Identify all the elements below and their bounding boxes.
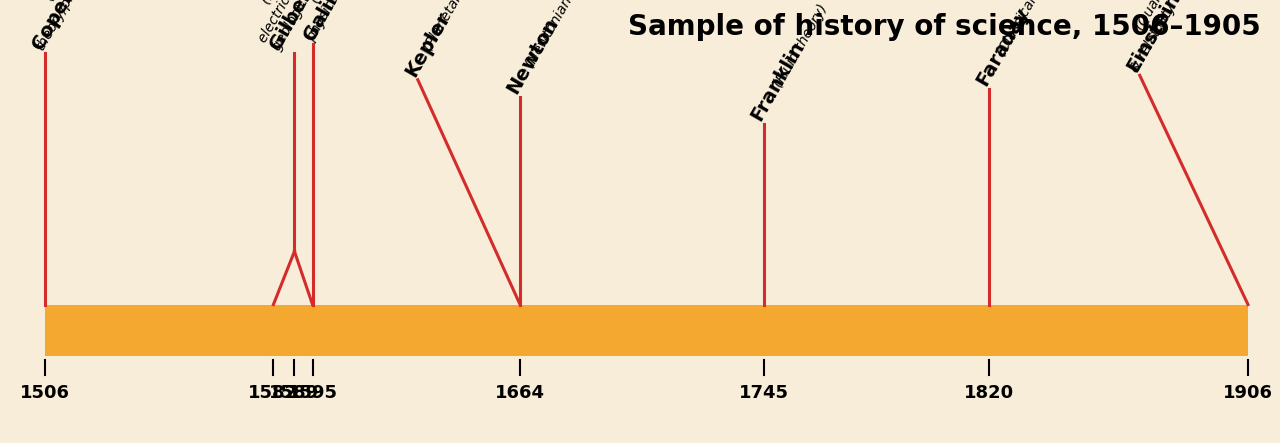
Text: (Newtonian physics): (Newtonian physics): [508, 0, 605, 97]
Text: (Heliocentric
theory/physics): (Heliocentric theory/physics): [19, 0, 113, 53]
Text: (Planetary motions): (Planetary motions): [406, 0, 502, 80]
Text: Galileo: Galileo: [300, 0, 355, 44]
Text: 1506: 1506: [19, 384, 70, 402]
Text: 1595: 1595: [288, 384, 338, 402]
Text: Newton: Newton: [503, 15, 562, 97]
Text: Einstein: Einstein: [1124, 0, 1184, 75]
Text: 1589: 1589: [269, 384, 320, 402]
Text: Gilbert: Gilbert: [266, 0, 320, 53]
Text: Franklin: Franklin: [748, 38, 808, 124]
Text: 1906: 1906: [1222, 384, 1274, 402]
Text: (Classical field theory): (Classical field theory): [977, 0, 1084, 89]
Text: 1745: 1745: [739, 384, 788, 402]
Text: 1820: 1820: [964, 384, 1014, 402]
Text: 1664: 1664: [495, 384, 545, 402]
FancyBboxPatch shape: [45, 305, 1248, 355]
Text: (Quantum mechanics
& relativity theory): (Quantum mechanics & relativity theory): [1114, 0, 1234, 75]
Text: 1582: 1582: [248, 384, 298, 402]
Text: Faraday: Faraday: [973, 4, 1033, 89]
Text: Copernicus: Copernicus: [28, 0, 106, 53]
Text: (Basic
physics and astronomy): (Basic physics and astronomy): [291, 0, 399, 44]
Text: (Fluid theory): (Fluid theory): [751, 2, 831, 124]
Text: Kepler: Kepler: [402, 8, 453, 80]
Text: Sample of history of science, 1506–1905: Sample of history of science, 1506–1905: [628, 13, 1261, 41]
Text: (Magnetics/
electrical, meteorological &
geological theories): (Magnetics/ electrical, meteorological &…: [242, 0, 378, 53]
